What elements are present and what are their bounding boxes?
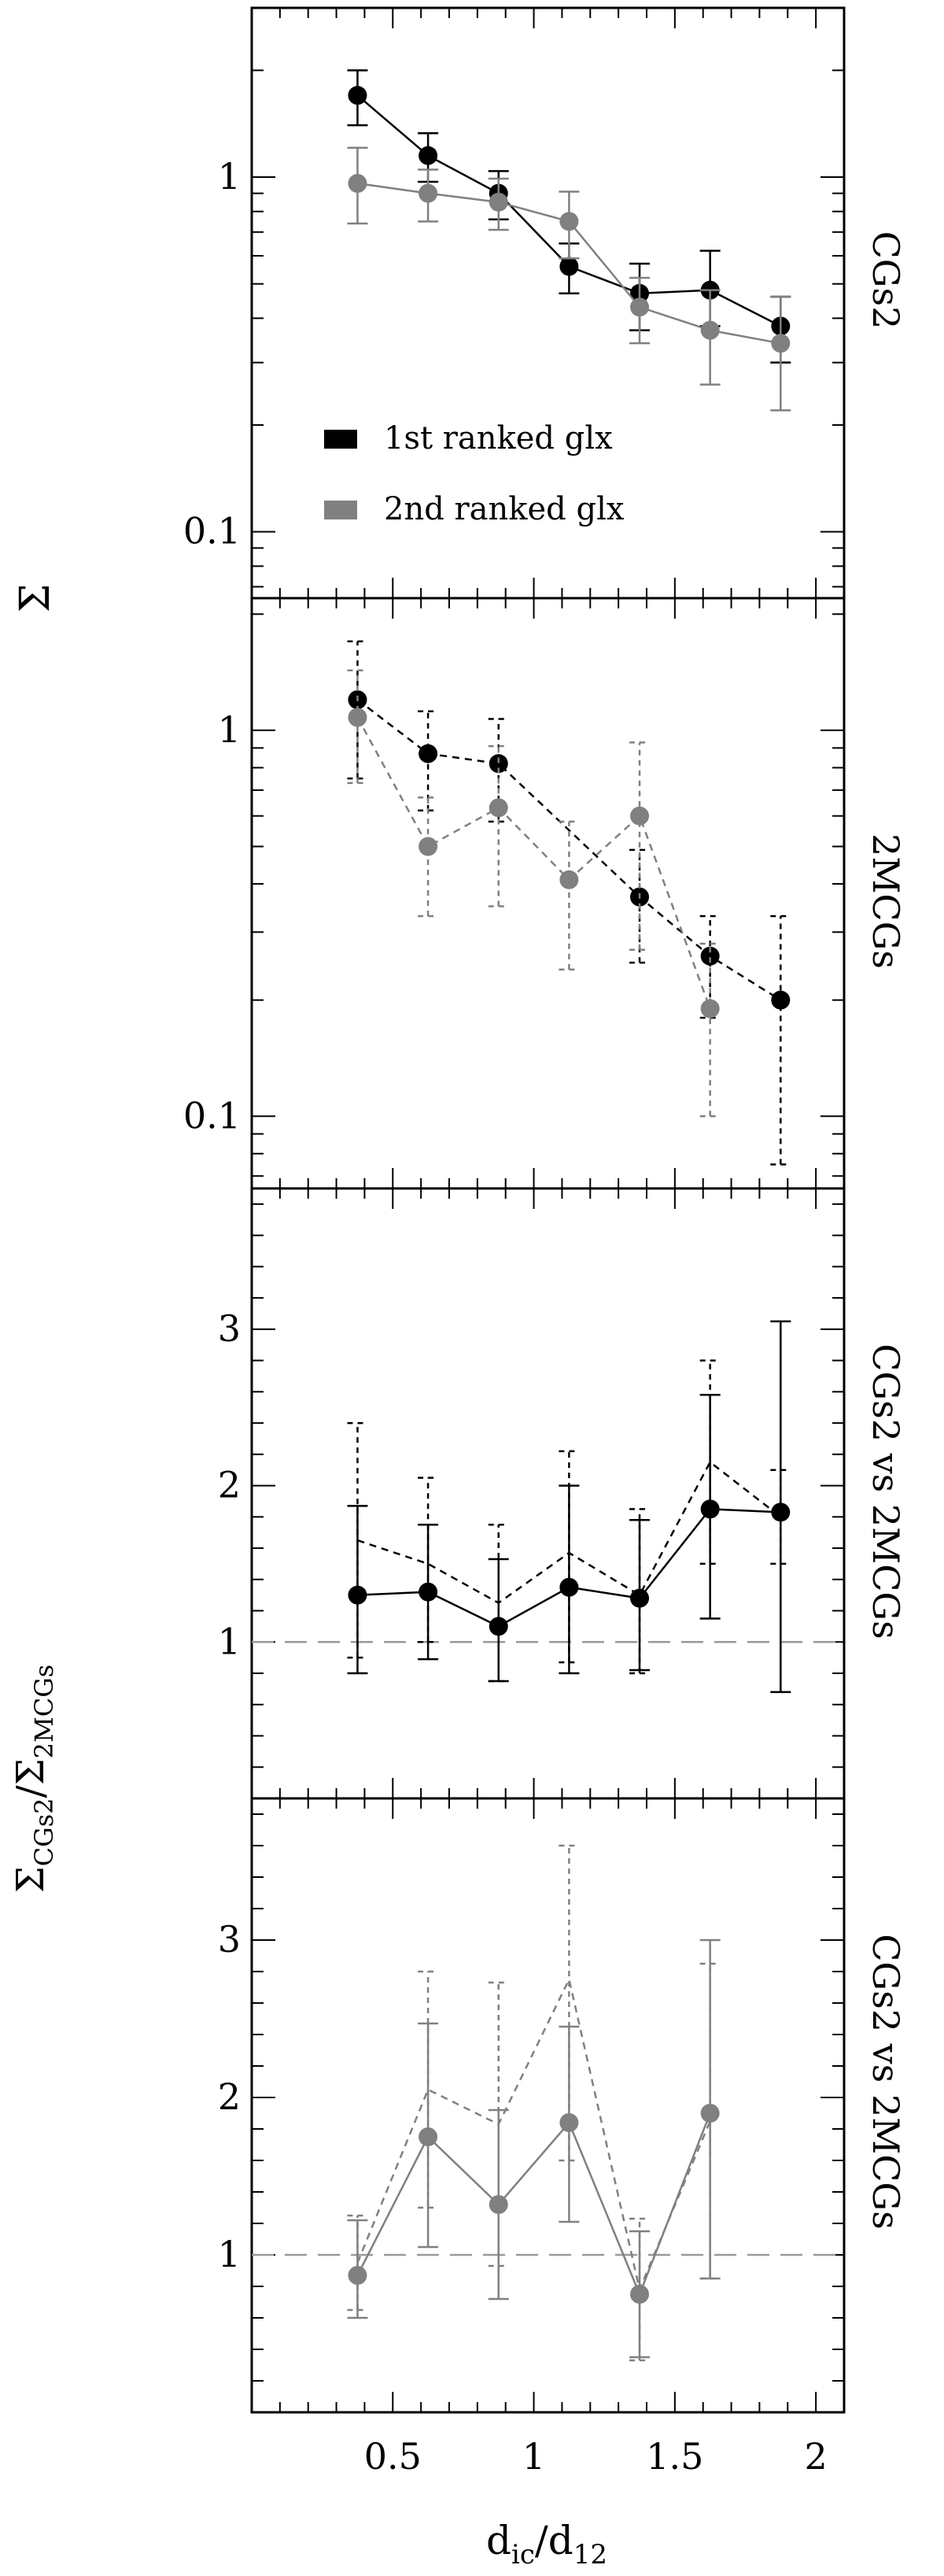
- data-point: [700, 946, 720, 966]
- data-point: [771, 990, 791, 1010]
- series-line: [356, 716, 711, 1010]
- series-line: [356, 699, 781, 1001]
- legend-swatch-first: [324, 430, 357, 449]
- data-point: [348, 174, 367, 194]
- y-tick-label: 0.1: [183, 1094, 241, 1136]
- y-label-sigma: Σ: [12, 584, 59, 613]
- panel-label-4: CGs2 vs 2MCGs: [865, 1934, 907, 2230]
- data-point: [419, 1582, 438, 1602]
- data-point: [559, 870, 579, 889]
- y-tick-label: 1: [218, 155, 241, 198]
- series-2: [347, 669, 721, 1118]
- data-point: [559, 212, 579, 231]
- series-line: [356, 1976, 711, 2293]
- data-point: [700, 320, 720, 340]
- series-line: [356, 2112, 711, 2297]
- series-2: [347, 1844, 721, 2362]
- data-point: [419, 744, 438, 763]
- data-point: [489, 798, 508, 818]
- panel-frame: [250, 1187, 846, 1800]
- panel-label-2: 2MCGs: [865, 833, 907, 969]
- data-point: [419, 146, 438, 165]
- y-tick-label: 3: [218, 1307, 241, 1350]
- y-tick-label: 1: [218, 708, 241, 751]
- series-2: [347, 1359, 791, 1683]
- y-tick-label: 2: [218, 2075, 241, 2118]
- x-axis-label: dic/d12: [486, 2518, 607, 2570]
- x-tick-label: 0.5: [364, 2435, 422, 2478]
- panel-frame: [250, 597, 846, 1190]
- y-tick-label: 1: [218, 2233, 241, 2275]
- panel-label-3: CGs2 vs 2MCGs: [865, 1343, 907, 1639]
- data-point: [419, 837, 438, 856]
- y-tick-label: 2: [218, 1464, 241, 1506]
- y-tick-label: 0.1: [183, 510, 241, 553]
- x-tick-label: 1: [522, 2435, 545, 2478]
- panel-3: 1 2 3: [218, 1187, 846, 1800]
- data-point: [489, 754, 508, 774]
- panel-4: 1 2 3: [218, 1797, 846, 2414]
- legend: 1st ranked glx 2nd ranked glx: [324, 420, 625, 527]
- y-label-ratio: ΣCGs2/Σ2MCGs: [9, 1665, 59, 1893]
- series-2: [347, 146, 791, 412]
- panel-1: 0.11: [183, 6, 846, 600]
- y-tick-label: 3: [218, 1918, 241, 1961]
- panel-frame: [250, 1797, 846, 2414]
- legend-entry-second: 2nd ranked glx: [384, 491, 625, 527]
- data-point: [419, 2127, 438, 2146]
- data-point: [348, 86, 367, 105]
- data-point: [559, 2113, 579, 2132]
- panel-2: 0.11: [183, 597, 846, 1190]
- y-tick-label: 1: [218, 1620, 241, 1662]
- data-point: [771, 334, 791, 353]
- legend-swatch-second: [324, 501, 357, 519]
- data-point: [419, 183, 438, 203]
- data-point: [630, 298, 650, 317]
- data-point: [700, 999, 720, 1018]
- svg-text:ΣCGs2/Σ2MCGs: ΣCGs2/Σ2MCGs: [9, 1665, 59, 1893]
- data-point: [630, 806, 650, 826]
- data-point: [559, 257, 579, 276]
- data-point: [489, 192, 508, 212]
- series-1: [347, 1938, 721, 2359]
- series-line: [357, 1460, 782, 1605]
- legend-entry-first: 1st ranked glx: [384, 420, 613, 456]
- data-point: [348, 708, 367, 727]
- panel-label-1: CGs2: [865, 231, 907, 330]
- x-tick-label: 1.5: [646, 2435, 703, 2478]
- x-tick-label: 2: [805, 2435, 828, 2478]
